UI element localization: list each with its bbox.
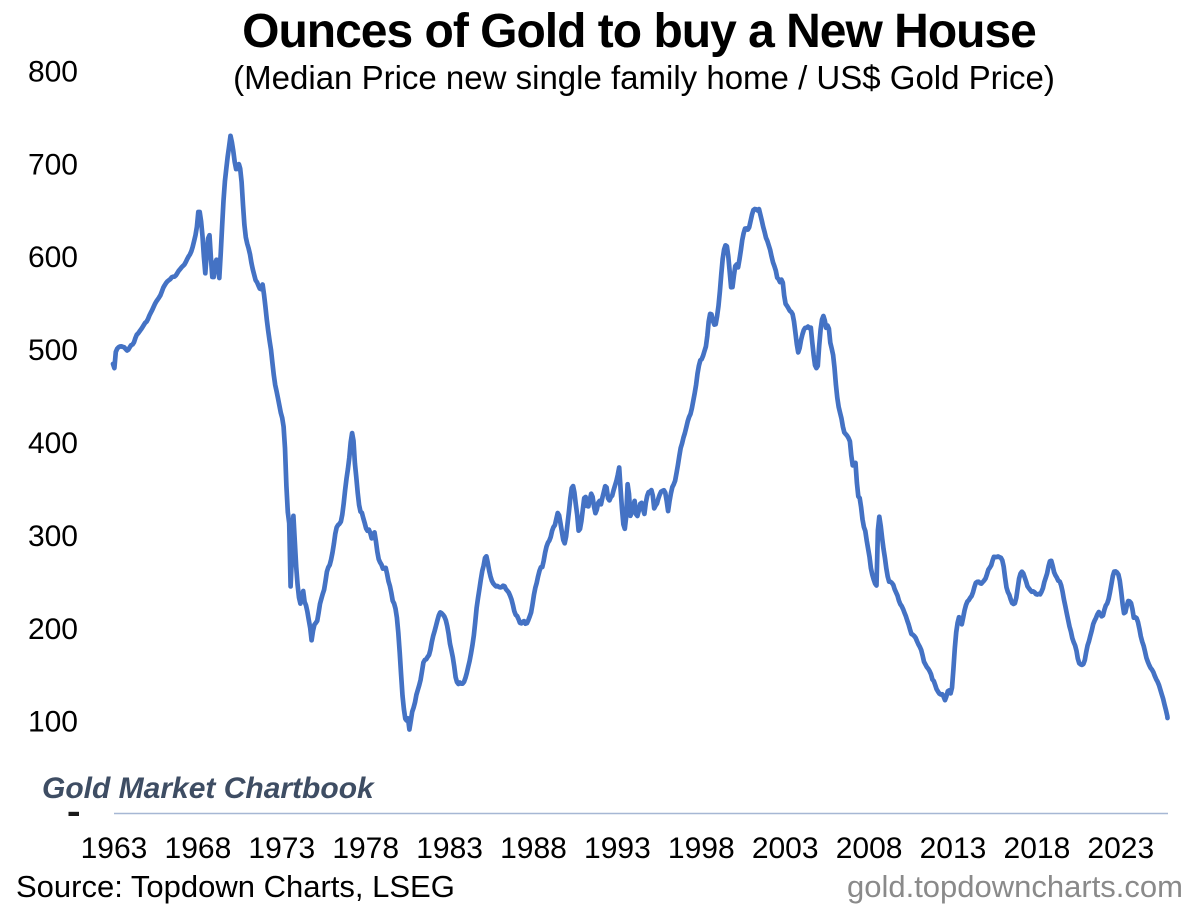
svg-text:200: 200 (28, 613, 78, 646)
svg-text:700: 700 (28, 148, 78, 181)
svg-text:2023: 2023 (1087, 832, 1154, 865)
svg-text:500: 500 (28, 334, 78, 367)
svg-text:300: 300 (28, 520, 78, 553)
svg-text:1968: 1968 (165, 832, 232, 865)
svg-text:1978: 1978 (332, 832, 399, 865)
svg-text:1983: 1983 (416, 832, 483, 865)
svg-text:1993: 1993 (584, 832, 651, 865)
svg-text:2018: 2018 (1004, 832, 1071, 865)
svg-text:gold.topdowncharts.com: gold.topdowncharts.com (847, 869, 1183, 904)
svg-text:100: 100 (28, 706, 78, 739)
svg-text:2013: 2013 (920, 832, 987, 865)
svg-text:Gold Market Chartbook: Gold Market Chartbook (42, 772, 375, 805)
svg-text:Ounces of Gold to buy a New Ho: Ounces of Gold to buy a New House (242, 5, 1036, 58)
svg-text:1998: 1998 (668, 832, 735, 865)
svg-text:(Median Price new single famil: (Median Price new single family home / U… (233, 59, 1055, 96)
svg-text:2008: 2008 (836, 832, 903, 865)
svg-text:400: 400 (28, 427, 78, 460)
svg-text:1973: 1973 (248, 832, 315, 865)
svg-text:800: 800 (28, 55, 78, 88)
svg-text:600: 600 (28, 241, 78, 274)
svg-text:1988: 1988 (500, 832, 567, 865)
svg-text:Source: Topdown Charts, LSEG: Source: Topdown Charts, LSEG (16, 869, 455, 904)
svg-text:2003: 2003 (752, 832, 819, 865)
svg-text:1963: 1963 (81, 832, 148, 865)
